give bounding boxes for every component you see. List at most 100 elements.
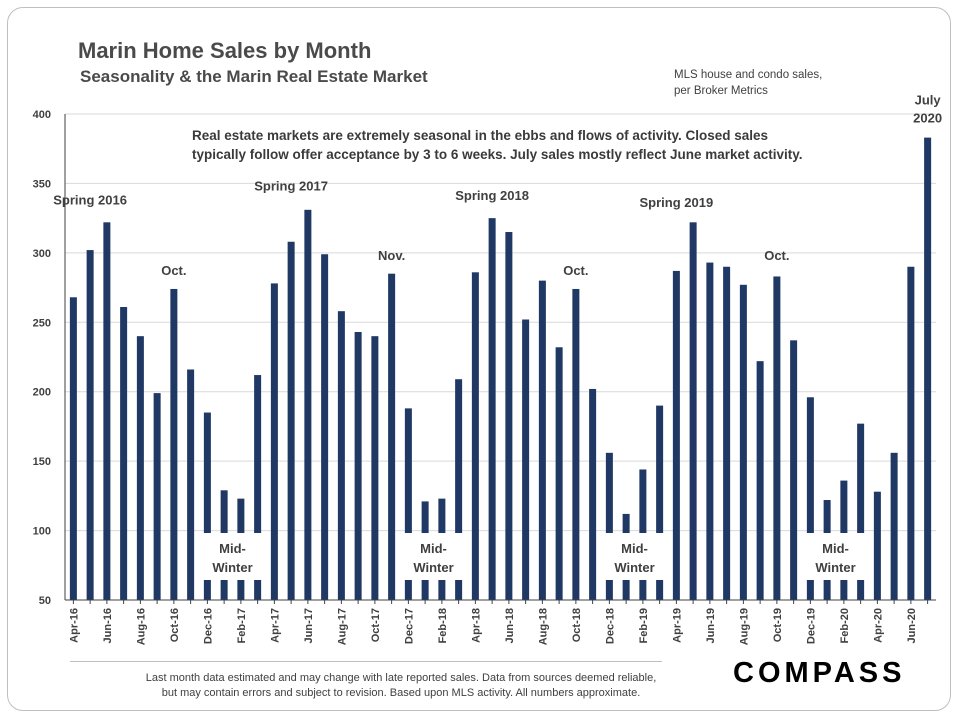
- disclaimer: Last month data estimated and may change…: [96, 671, 706, 701]
- bar-Aug-19: [739, 284, 747, 600]
- x-tick-label: Feb-17: [236, 608, 248, 643]
- y-tick-label: 300: [33, 248, 51, 260]
- bar-Sep-16: [153, 393, 161, 600]
- annotation-label: Spring 2017: [254, 178, 328, 193]
- bar-Dec-18: [605, 452, 613, 600]
- x-tick-label: Dec-17: [403, 608, 415, 644]
- y-tick-label: 200: [33, 387, 51, 399]
- chart-title: Marin Home Sales by Month: [78, 38, 372, 63]
- x-tick-label: Aug-16: [135, 608, 147, 645]
- gridlines: [65, 113, 936, 532]
- annotation-label: 2020: [913, 110, 942, 125]
- x-tick-label: Jun-17: [303, 608, 315, 643]
- annotation-label: Spring 2019: [640, 195, 714, 210]
- bar-Aug-18: [538, 280, 546, 600]
- axes: 50 100 150 200 250 300 350 400 Apr-16 Jun-16 Aug-1…: [33, 109, 936, 645]
- chart-subtitle: Seasonality & the Marin Real Estate Mark…: [80, 67, 428, 86]
- x-tick-label: Apr-19: [671, 608, 683, 643]
- x-tick-label: Aug-18: [537, 608, 549, 645]
- bar-Sep-18: [555, 347, 563, 600]
- source-note: MLS house and condo sales, per Broker Me…: [674, 67, 822, 99]
- disclaimer-line-1: Last month data estimated and may change…: [145, 672, 657, 684]
- bar-Dec-17: [404, 408, 412, 600]
- annotation-label: Oct.: [563, 263, 588, 278]
- midwinter-label-line1: Mid-: [822, 541, 849, 556]
- source-line-1: MLS house and condo sales,: [674, 69, 823, 81]
- bar-Jul-19: [723, 266, 731, 600]
- midwinter-box: [801, 533, 870, 580]
- x-tick-label: Oct-19: [772, 608, 784, 642]
- bar-Nov-18: [589, 388, 597, 600]
- x-tick-label: Oct-17: [370, 608, 382, 642]
- bar-Oct-18: [572, 288, 580, 600]
- bar-Jun-19: [706, 262, 714, 600]
- x-tick-label: Aug-17: [336, 608, 348, 645]
- bar-May-19: [689, 222, 697, 600]
- x-tick-label: Feb-18: [437, 608, 449, 643]
- bar-May-17: [287, 241, 295, 600]
- midwinter-label-line1: Mid-: [621, 541, 648, 556]
- bars: [69, 137, 932, 600]
- bar-Jul-17: [321, 254, 329, 600]
- bar-Dec-16: [203, 412, 211, 600]
- note-line-1: Real estate markets are extremely season…: [192, 128, 768, 143]
- midwinter-label-line2: Winter: [815, 560, 855, 575]
- x-tick-label: Oct-18: [571, 608, 583, 642]
- bar-Apr-18: [471, 272, 479, 600]
- y-tick-label: 350: [33, 178, 51, 190]
- x-tick-label: Feb-20: [839, 608, 851, 643]
- midwinter-label-line1: Mid-: [420, 541, 447, 556]
- bar-Nov-19: [790, 340, 798, 600]
- bar-Apr-19: [672, 270, 680, 600]
- midwinter-box: [600, 533, 669, 580]
- y-tick-label: 150: [33, 456, 51, 468]
- y-tick-label: 250: [33, 317, 51, 329]
- bar-Jun-20: [907, 266, 915, 600]
- note-line-2: typically follow offer acceptance by 3 t…: [192, 147, 803, 162]
- x-tick-label: Jun-16: [102, 608, 114, 643]
- x-tick-label: Dec-19: [805, 608, 817, 644]
- annotation-label: Oct.: [764, 248, 789, 263]
- bar-Aug-16: [136, 336, 144, 600]
- seasonality-note: Real estate markets are extremely season…: [190, 126, 834, 164]
- y-tick-label: 50: [39, 595, 51, 607]
- bar-Nov-17: [388, 273, 396, 600]
- bar-May-18: [488, 218, 496, 600]
- x-tick-label: Dec-18: [604, 608, 616, 644]
- bar-Jun-16: [103, 222, 111, 600]
- midwinter-box: [399, 533, 468, 580]
- bar-Mar-20: [857, 423, 865, 600]
- bar-May-20: [890, 452, 898, 600]
- annotation-label: Spring 2018: [455, 188, 529, 203]
- annotation-label: Nov.: [378, 248, 405, 263]
- bar-Apr-20: [873, 491, 881, 600]
- bar-Apr-17: [270, 283, 278, 600]
- annotation-label: July: [915, 92, 942, 107]
- x-tick-label: Apr-18: [470, 608, 482, 643]
- bar-May-16: [86, 250, 94, 600]
- annotation-label: Spring 2016: [53, 192, 127, 207]
- bar-Oct-17: [371, 336, 379, 600]
- x-tick-label: Jun-19: [705, 608, 717, 643]
- bar-Jul-18: [522, 319, 530, 600]
- x-tick-label: Jun-18: [504, 608, 516, 643]
- bar-Oct-16: [170, 288, 178, 600]
- x-tick-label: Oct-16: [169, 608, 181, 642]
- bar-Dec-19: [806, 397, 814, 600]
- x-tick-label: Apr-20: [872, 608, 884, 643]
- x-tick-label: Aug-19: [738, 608, 750, 645]
- compass-logo: COMPASS: [733, 657, 906, 689]
- annotations: Spring 2016 Oct. Spring 2017 Nov. Spring 201…: [53, 92, 942, 278]
- bar-Mar-18: [455, 379, 463, 600]
- bar-Jun-18: [505, 232, 513, 600]
- y-tick-label: 100: [33, 526, 51, 538]
- source-line-2: per Broker Metrics: [674, 85, 768, 97]
- midwinter-boxes: Mid- Winter Mid- Winter Mid- Winter Mid- Winter: [198, 533, 870, 580]
- x-tick-label: Dec-16: [202, 608, 214, 644]
- x-tick-label: Jun-20: [906, 608, 918, 643]
- bar-Mar-17: [254, 375, 262, 600]
- midwinter-label-line1: Mid-: [219, 541, 246, 556]
- bar-Nov-16: [187, 369, 195, 600]
- midwinter-box: [198, 533, 267, 580]
